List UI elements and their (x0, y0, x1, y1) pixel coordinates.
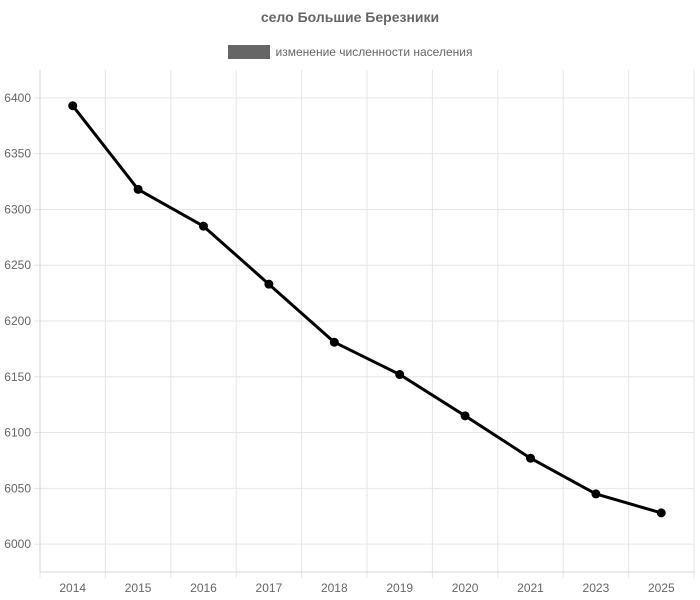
y-tick-label: 6150 (4, 370, 31, 384)
x-tick-label: 2018 (321, 581, 348, 595)
x-tick-label: 2016 (190, 581, 217, 595)
legend[interactable]: изменение численности населения (0, 44, 700, 59)
y-tick-label: 6000 (4, 537, 31, 551)
series-line (71, 104, 662, 515)
data-point[interactable] (395, 370, 405, 380)
data-point[interactable] (199, 221, 208, 231)
grid (34, 70, 695, 578)
x-tick-label: 2021 (517, 581, 544, 595)
x-tick-label: 2019 (386, 581, 413, 595)
data-point[interactable] (591, 489, 601, 499)
y-tick-label: 6400 (4, 91, 31, 105)
data-point[interactable] (526, 453, 535, 463)
y-tick-label: 6350 (4, 147, 31, 161)
data-point[interactable] (656, 508, 666, 518)
x-tick-label: 2023 (583, 581, 610, 595)
data-point[interactable] (460, 411, 470, 421)
data-point[interactable] (329, 337, 339, 347)
data-point[interactable] (133, 184, 143, 194)
legend-swatch (227, 44, 270, 59)
x-axis-labels: 2014 2015 2016 2017 2018 2019 2020 2021 2023 2025 (59, 581, 675, 595)
data-point[interactable] (68, 101, 78, 111)
data-points (68, 101, 666, 518)
legend-label: изменение численности населения (275, 44, 473, 59)
y-tick-label: 6050 (4, 481, 31, 495)
y-tick-label: 6200 (4, 314, 31, 328)
x-tick-label: 2020 (452, 581, 479, 595)
x-tick-label: 2017 (256, 581, 283, 595)
y-tick-label: 6300 (4, 202, 31, 216)
y-tick-label: 6100 (4, 426, 31, 440)
x-tick-label: 2014 (59, 581, 86, 595)
x-tick-label: 2015 (125, 581, 152, 595)
x-tick-label: 2025 (648, 581, 675, 595)
y-axis-labels: 6000 6050 6100 6150 6200 6250 6300 6350 6400 (4, 91, 31, 551)
y-tick-label: 6250 (4, 258, 31, 272)
data-point[interactable] (264, 279, 274, 289)
chart-title: село Большие Березники (260, 9, 440, 25)
